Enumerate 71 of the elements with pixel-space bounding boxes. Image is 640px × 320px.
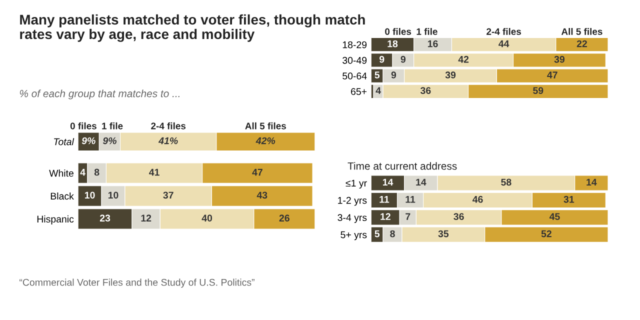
data-label: 16 xyxy=(428,40,438,48)
data-label: 52 xyxy=(541,230,552,238)
data-label: 47 xyxy=(547,72,558,78)
data-label: 59 xyxy=(533,87,544,94)
y-tick-label: Black xyxy=(50,192,74,200)
data-label: 8 xyxy=(94,168,100,176)
series-label: All 5 files xyxy=(561,28,602,35)
data-label: 7 xyxy=(406,213,410,220)
data-label: 10 xyxy=(108,192,118,199)
data-label: 42 xyxy=(458,56,469,63)
y-tick-label: 50-64 xyxy=(342,72,367,80)
data-label: 46 xyxy=(472,196,483,203)
data-label: 40 xyxy=(202,214,212,222)
data-label: 14 xyxy=(416,178,426,186)
y-tick-label: White xyxy=(49,170,74,177)
chart-title: Many panelists matched to voter files, though match rates vary by age, race and mobility xyxy=(20,14,365,42)
data-label: 8 xyxy=(390,230,395,238)
data-label: 12 xyxy=(141,214,152,222)
series-label: 0 files xyxy=(70,122,96,130)
data-label: 10 xyxy=(85,192,95,199)
y-tick-label: Hispanic xyxy=(37,215,74,224)
series-label: 2-4 files xyxy=(151,122,186,130)
y-tick-label: 3-4 yrs xyxy=(338,214,367,223)
data-label: 5 xyxy=(374,230,380,238)
data-label: 9 xyxy=(379,56,384,63)
data-label: 47 xyxy=(252,168,262,176)
series-label: 1 file xyxy=(416,28,438,35)
series-label: 2-4 files xyxy=(486,28,522,35)
data-label: 9% xyxy=(102,137,116,144)
data-label: 43 xyxy=(256,192,268,199)
y-tick-label: 65+ xyxy=(351,88,367,96)
chart-subtitle: % of each group that matches to ... xyxy=(20,90,180,100)
data-label: 5 xyxy=(374,72,380,78)
y-tick-label: 1-2 yrs xyxy=(338,196,367,206)
series-label: 0 files xyxy=(385,28,412,35)
text: “Commercial Voter Files and the Study of U.S. Politics” xyxy=(20,278,254,288)
data-label: 26 xyxy=(279,214,290,222)
data-label: 37 xyxy=(163,192,174,199)
data-label: 12 xyxy=(380,213,390,220)
y-tick-label: Total xyxy=(54,138,74,146)
series-label: All 5 files xyxy=(245,122,286,130)
data-label: 4 xyxy=(376,87,381,94)
data-label: 9 xyxy=(400,56,406,63)
data-label: 4 xyxy=(80,168,86,176)
data-label: 39 xyxy=(445,72,456,78)
data-label: 44 xyxy=(498,40,510,48)
data-label: 22 xyxy=(576,40,587,48)
data-label: 42% xyxy=(256,137,276,144)
data-label: 14 xyxy=(382,178,394,186)
data-label: 41 xyxy=(149,168,160,176)
data-label: 36 xyxy=(420,87,431,94)
y-tick-label: 5+ yrs xyxy=(340,231,367,240)
data-label: 11 xyxy=(380,196,390,203)
data-label: 9 xyxy=(391,72,396,78)
data-label: 58 xyxy=(501,178,512,186)
y-tick-label: 18-29 xyxy=(342,41,367,48)
data-label: 11 xyxy=(406,196,416,203)
series-label: 1 file xyxy=(102,122,123,130)
data-label: 36 xyxy=(454,213,464,220)
y-tick-label: ≤1 yr xyxy=(346,180,367,189)
data-label: 9% xyxy=(82,137,96,144)
chart-title: Time at current address xyxy=(348,162,457,170)
data-label: 18 xyxy=(388,40,398,48)
data-label: 31 xyxy=(564,196,574,203)
data-label: 41% xyxy=(158,137,178,144)
data-label: 35 xyxy=(438,230,449,238)
data-label: 45 xyxy=(549,213,560,220)
y-tick-label: 30-49 xyxy=(342,56,367,64)
data-label: 14 xyxy=(586,178,597,186)
data-label: 39 xyxy=(554,56,565,63)
data-label: 23 xyxy=(100,214,110,222)
